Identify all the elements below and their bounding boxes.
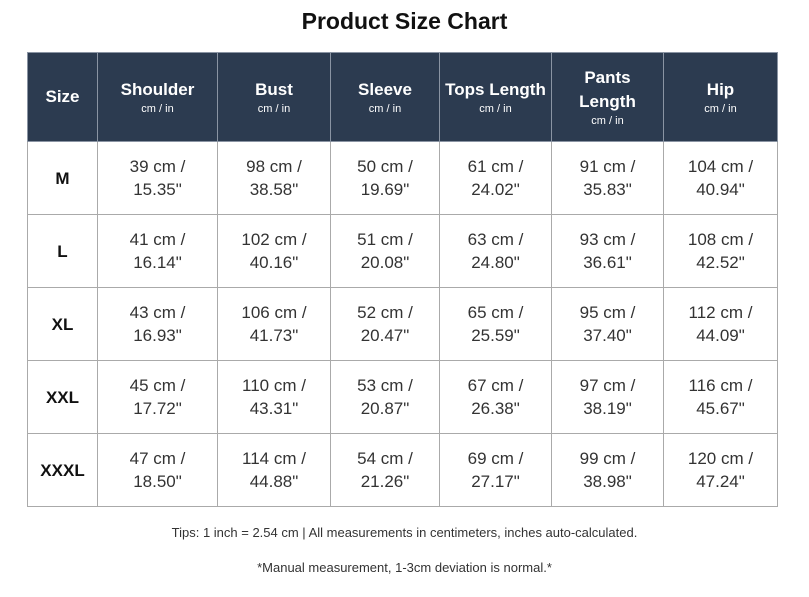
measure-value: 50 cm / 19.69" xyxy=(357,157,413,199)
measure-value: 43 cm / 16.93" xyxy=(129,303,186,345)
measure-cell: 91 cm / 35.83" xyxy=(551,141,664,215)
column-header: Tops Length cm / in xyxy=(439,52,552,142)
measure-cell: 98 cm / 38.58" xyxy=(217,141,331,215)
measure-cell: 41 cm / 16.14" xyxy=(97,214,218,288)
size-cell: XXL xyxy=(27,360,98,434)
measure-cell: 45 cm / 17.72" xyxy=(97,360,218,434)
column-header: Sleeve cm / in xyxy=(330,52,440,142)
table-row: XL 43 cm / 16.93" 106 cm / 41.73" 52 cm / 2… xyxy=(27,287,778,361)
size-cell: L xyxy=(27,214,98,288)
column-header: Pants Length cm / in xyxy=(551,52,664,142)
column-label: Tops Length xyxy=(445,80,546,99)
measure-value: 41 cm / 16.14" xyxy=(129,230,186,272)
column-label: Size xyxy=(45,87,80,106)
measure-cell: 47 cm / 18.50" xyxy=(97,433,218,507)
size-cell: M xyxy=(27,141,98,215)
column-label: Bust xyxy=(255,80,293,99)
measure-cell: 99 cm / 38.98" xyxy=(551,433,664,507)
measure-cell: 39 cm / 15.35" xyxy=(97,141,218,215)
measure-value: 110 cm / 43.31" xyxy=(242,376,306,418)
measure-value: 91 cm / 35.83" xyxy=(579,157,636,199)
measure-cell: 112 cm / 44.09" xyxy=(663,287,778,361)
measure-value: 54 cm / 21.26" xyxy=(357,449,413,491)
table-row: XXL 45 cm / 17.72" 110 cm / 43.31" 53 cm / … xyxy=(27,360,778,434)
measure-cell: 65 cm / 25.59" xyxy=(439,287,552,361)
measure-cell: 104 cm / 40.94" xyxy=(663,141,778,215)
column-label: Pants Length xyxy=(579,68,636,111)
measure-cell: 114 cm / 44.88" xyxy=(217,433,331,507)
measure-value: 53 cm / 20.87" xyxy=(357,376,413,418)
measure-value: 69 cm / 27.17" xyxy=(467,449,524,491)
measure-cell: 53 cm / 20.87" xyxy=(330,360,440,434)
column-label: Shoulder xyxy=(120,80,195,99)
size-cell: XXXL xyxy=(27,433,98,507)
measure-value: 47 cm / 18.50" xyxy=(129,449,186,491)
measure-value: 65 cm / 25.59" xyxy=(467,303,524,345)
size-cell: XL xyxy=(27,287,98,361)
measure-cell: 110 cm / 43.31" xyxy=(217,360,331,434)
measure-cell: 50 cm / 19.69" xyxy=(330,141,440,215)
measure-value: 102 cm / 40.16" xyxy=(241,230,307,272)
measure-value: 52 cm / 20.47" xyxy=(357,303,413,345)
title: Product Size Chart xyxy=(301,8,508,34)
measure-cell: 102 cm / 40.16" xyxy=(217,214,331,288)
column-unit: cm / in xyxy=(479,103,512,115)
measure-cell: 93 cm / 36.61" xyxy=(551,214,664,288)
measure-value: 98 cm / 38.58" xyxy=(246,157,302,199)
measure-cell: 43 cm / 16.93" xyxy=(97,287,218,361)
measure-cell: 51 cm / 20.08" xyxy=(330,214,440,288)
measure-cell: 120 cm / 47.24" xyxy=(663,433,778,507)
measure-value: 39 cm / 15.35" xyxy=(129,157,186,199)
column-header: Shoulder cm / in xyxy=(97,52,218,142)
measure-value: 120 cm / 47.24" xyxy=(687,449,754,491)
measure-value: 116 cm / 45.67" xyxy=(688,376,753,418)
column-unit: cm / in xyxy=(257,103,291,115)
table-row: L 41 cm / 16.14" 102 cm / 40.16" 51 cm / 20… xyxy=(27,214,778,288)
measure-cell: 116 cm / 45.67" xyxy=(663,360,778,434)
measure-value: 97 cm / 38.19" xyxy=(579,376,636,418)
note: *Manual measurement, 1-3cm deviation is … xyxy=(257,560,552,575)
measure-cell: 67 cm / 26.38" xyxy=(439,360,552,434)
measure-cell: 106 cm / 41.73" xyxy=(217,287,331,361)
measure-value: 114 cm / 44.88" xyxy=(242,449,306,491)
measure-value: 99 cm / 38.98" xyxy=(579,449,636,491)
measure-cell: 63 cm / 24.80" xyxy=(439,214,552,288)
measure-value: 95 cm / 37.40" xyxy=(579,303,636,345)
measure-cell: 52 cm / 20.47" xyxy=(330,287,440,361)
column-unit: cm / in xyxy=(141,103,174,115)
column-header: Bust cm / in xyxy=(217,52,331,142)
measure-value: 67 cm / 26.38" xyxy=(467,376,524,418)
measure-cell: 54 cm / 21.26" xyxy=(330,433,440,507)
measure-cell: 69 cm / 27.17" xyxy=(439,433,552,507)
tips: Tips: 1 inch = 2.54 cm | All measurement… xyxy=(171,525,638,540)
measure-value: 45 cm / 17.72" xyxy=(129,376,186,418)
measure-cell: 95 cm / 37.40" xyxy=(551,287,664,361)
measure-value: 61 cm / 24.02" xyxy=(467,157,524,199)
column-label: Hip xyxy=(706,80,735,99)
table-row: M 39 cm / 15.35" 98 cm / 38.58" 50 cm / 19.… xyxy=(27,141,778,215)
column-unit: cm / in xyxy=(591,115,624,127)
table-row: XXXL 47 cm / 18.50" 114 cm / 44.88" 54 cm /… xyxy=(27,433,778,507)
measure-value: 51 cm / 20.08" xyxy=(357,230,413,272)
column-header: Hip cm / in xyxy=(663,52,778,142)
size-table: Size Shoulder cm / in Bust cm / in Sleeve cm /… xyxy=(27,52,778,507)
measure-cell: 61 cm / 24.02" xyxy=(439,141,552,215)
column-unit: cm / in xyxy=(368,103,402,115)
measure-cell: 108 cm / 42.52" xyxy=(663,214,778,288)
column-unit: cm / in xyxy=(704,103,737,115)
measure-value: 104 cm / 40.94" xyxy=(687,157,754,199)
measure-cell: 97 cm / 38.19" xyxy=(551,360,664,434)
measure-value: 63 cm / 24.80" xyxy=(467,230,524,272)
column-label: Sleeve xyxy=(358,80,412,99)
measure-value: 106 cm / 41.73" xyxy=(241,303,307,345)
column-header: Size xyxy=(27,52,98,142)
table-body: M 39 cm / 15.35" 98 cm / 38.58" 50 cm / 19.… xyxy=(27,141,778,507)
measure-value: 108 cm / 42.52" xyxy=(687,230,754,272)
measure-value: 93 cm / 36.61" xyxy=(579,230,636,272)
header-row: Size Shoulder cm / in Bust cm / in Sleeve cm /… xyxy=(27,52,778,142)
measure-value: 112 cm / 44.09" xyxy=(688,303,753,345)
